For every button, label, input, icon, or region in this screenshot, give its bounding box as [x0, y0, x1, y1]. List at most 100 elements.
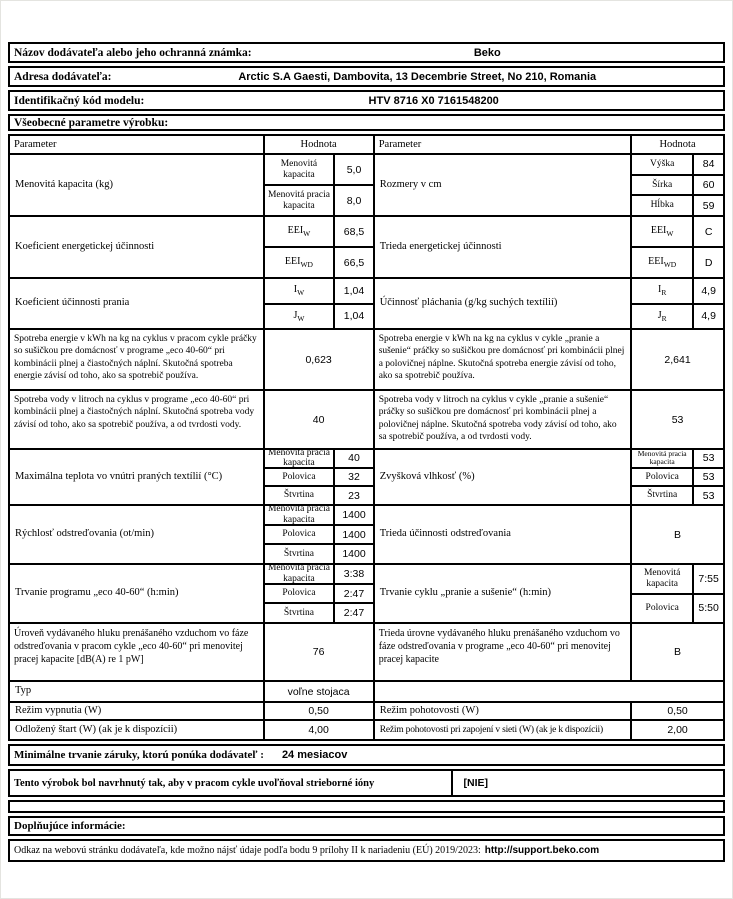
- row-program-duration: Trvanie programu „eco 40-60“ (h:min) Men…: [10, 563, 723, 623]
- temp-rated-label: Menovitá pracia kapacita: [265, 448, 336, 468]
- moisture-rated-row: Menovitá pracia kapacita 53: [632, 450, 723, 467]
- row-wash-index: Koeficient účinnosti prania IW 1,04 JW 1…: [10, 277, 723, 328]
- jw-label: JW: [265, 304, 336, 328]
- off-mode-value: 0,50: [308, 705, 329, 717]
- width-label: Šírka: [632, 175, 695, 195]
- product-fiche: Názov dodávateľa alebo jeho ochranná zná…: [8, 42, 725, 865]
- height-row: Výška 84: [632, 155, 723, 174]
- eeiw-class-label: EEIW: [632, 217, 695, 246]
- dimensions-label: Rozmery v cm: [375, 155, 633, 215]
- temp-half-value: 32: [348, 471, 360, 483]
- spin-rated-row: Menovitá pracia kapacita 1400: [265, 504, 373, 525]
- network-standby-label: Režim pohotovosti pri zapojení v sieti (…: [375, 721, 633, 739]
- address-label: Adresa dodávateľa:: [14, 70, 112, 83]
- eeiw-label: EEIW: [265, 217, 336, 246]
- type-label: Typ: [10, 682, 265, 701]
- supplier-value: Beko: [473, 46, 501, 59]
- spin-speed-label: Rýchlosť odstreďovania (ot/min): [10, 506, 265, 563]
- noise-value: 76: [312, 646, 325, 658]
- standby-value: 0,50: [667, 705, 688, 717]
- temp-quarter-row: Štvrtina 23: [264, 485, 373, 505]
- row-delay-start: Odložený štart (W) (ak je k dispozícii) …: [10, 719, 723, 739]
- moisture-half-value: 53: [702, 471, 715, 483]
- duration-rated-label: Menovitá pracia kapacita: [265, 563, 336, 584]
- standby-label: Režim pohotovosti (W): [375, 703, 633, 719]
- depth-row: Hĺbka 59: [632, 194, 723, 216]
- delay-start-label: Odložený štart (W) (ak je k dispozícii): [10, 721, 265, 739]
- cycle-half-value: 5:50: [698, 602, 719, 615]
- duration-half-row: Polovica 2:47: [264, 582, 373, 603]
- warranty-value: 24 mesiacov: [281, 749, 348, 761]
- iw-value: 1,04: [343, 284, 365, 297]
- section-title: Všeobecné parametre výrobku:: [14, 116, 169, 129]
- temp-rated-value: 40: [348, 452, 360, 465]
- network-standby-value: 2,00: [667, 724, 688, 736]
- section-title-row: Všeobecné parametre výrobku:: [8, 114, 725, 131]
- noise-label: Úroveň vydávaného hluku prenášaného vzdu…: [10, 624, 265, 680]
- duration-quarter-value: 2:47: [343, 607, 365, 620]
- eeiwd-label: EEIWD: [265, 248, 336, 277]
- cycle-rated-label: Menovitá kapacita: [632, 565, 695, 593]
- duration-half-label: Polovica: [265, 584, 336, 603]
- spin-half-value: 1400: [342, 528, 366, 541]
- spin-class-label: Trieda účinnosti odstreďovania: [375, 506, 633, 563]
- eeiw-row: EEIW 68,5: [265, 217, 373, 246]
- duration-half-value: 2:47: [343, 587, 365, 600]
- header-value-right: Hodnota: [659, 139, 696, 150]
- rinse-label: Účinnosť pláchania (g/kg suchých textíli…: [375, 279, 633, 328]
- model-value: HTV 8716 X0 7161548200: [368, 94, 499, 107]
- duration-rated-value: 3:38: [343, 567, 365, 580]
- eeiwd-class-row: EEIWD D: [632, 246, 723, 277]
- iw-label: IW: [265, 279, 336, 303]
- temp-quarter-label: Štvrtina: [265, 487, 336, 505]
- energy-eco-label: Spotreba energie v kWh na kg na cyklus v…: [10, 330, 265, 389]
- max-temp-label: Maximálna teplota vo vnútri praných text…: [10, 450, 265, 504]
- supplier-link-url: http://support.beko.com: [484, 845, 600, 856]
- row-type: Typ voľne stojaca: [10, 680, 723, 701]
- moisture-half-label: Polovica: [632, 468, 695, 486]
- moisture-label: Zvyšková vlhkosť (%): [375, 450, 633, 504]
- depth-value: 59: [702, 199, 715, 212]
- water-eco-value: 40: [312, 413, 325, 426]
- row-energy-index: Koeficient energetickej účinnosti EEIW 6…: [10, 215, 723, 277]
- height-value: 84: [702, 158, 715, 171]
- silver-ions-value: [NIE]: [463, 777, 488, 789]
- ir-value: 4,9: [701, 284, 716, 297]
- header-parameter-right: Parameter: [375, 136, 633, 153]
- moisture-rated-value: 53: [702, 452, 715, 465]
- program-duration-label: Trvanie programu „eco 40-60“ (h:min): [10, 565, 265, 622]
- duration-quarter-row: Štvrtina 2:47: [264, 602, 373, 623]
- row-off-mode: Režim vypnutia (W) 0,50 Režim pohotovost…: [10, 701, 723, 719]
- eeiw-value: 68,5: [343, 225, 365, 238]
- spin-quarter-row: Štvrtina 1400: [264, 543, 373, 564]
- eeiwd-class-label: EEIWD: [632, 248, 695, 277]
- spacer-row: [8, 800, 725, 813]
- spin-rated-label: Menovitá pracia kapacita: [265, 504, 336, 525]
- eeiwd-row: EEIWD 66,5: [264, 246, 373, 277]
- type-value: voľne stojaca: [287, 685, 350, 698]
- row-water-consumption: Spotreba vody v litroch na cyklus v prog…: [10, 389, 723, 448]
- temp-half-label: Polovica: [265, 468, 336, 486]
- water-washdry-label: Spotreba vody v litroch na cyklus v cykl…: [375, 391, 633, 448]
- eeiw-class-row: EEIW C: [632, 217, 723, 246]
- row-spin-speed: Rýchlosť odstreďovania (ot/min) Menovitá…: [10, 504, 723, 564]
- ir-row: IR 4,9: [632, 279, 723, 303]
- cycle-rated-row: Menovitá kapacita 7:55: [632, 565, 723, 593]
- supplier-link-text: Odkaz na webovú stránku dodávateľa, kde …: [14, 845, 481, 856]
- row-energy-consumption: Spotreba energie v kWh na kg na cyklus v…: [10, 328, 723, 389]
- row-noise: Úroveň vydávaného hluku prenášaného vzdu…: [10, 622, 723, 680]
- model-row: Identifikačný kód modelu: HTV 8716 X0 71…: [8, 90, 725, 111]
- header-parameter-left: Parameter: [10, 136, 265, 153]
- eeiwd-class-value: D: [704, 256, 713, 269]
- spin-half-row: Polovica 1400: [264, 523, 373, 544]
- moisture-half-row: Polovica 53: [632, 466, 723, 486]
- height-label: Výška: [632, 155, 695, 174]
- jw-row: JW 1,04: [264, 302, 373, 328]
- address-row: Adresa dodávateľa: Arctic S.A Gaesti, Da…: [8, 66, 725, 87]
- off-mode-label: Režim vypnutia (W): [10, 703, 265, 719]
- moisture-rated-label: Menovitá pracia kapacita: [632, 450, 695, 467]
- additional-info-label: Doplňujúce informácie:: [14, 820, 126, 832]
- moisture-quarter-value: 53: [702, 489, 715, 502]
- capacity-wash-value: 8,0: [346, 194, 362, 207]
- silver-ions-label: Tento výrobok bol navrhnutý tak, aby v p…: [14, 777, 375, 789]
